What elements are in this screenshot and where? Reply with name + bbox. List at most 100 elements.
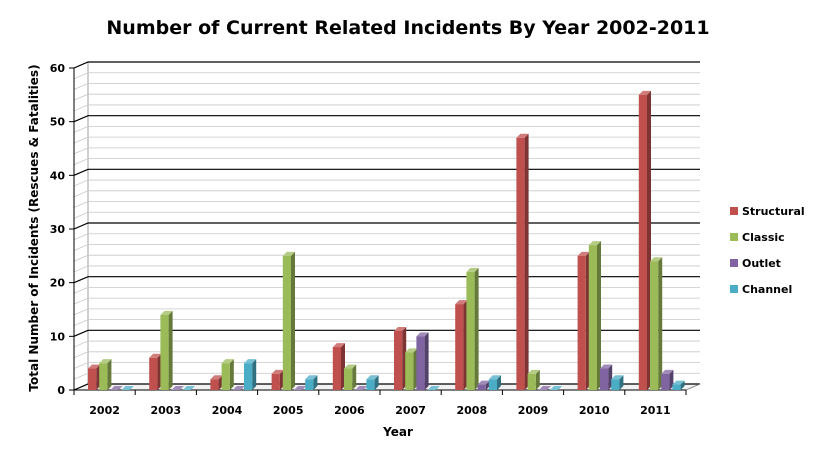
legend-swatch xyxy=(730,207,738,215)
x-axis-ticks: 2002 2003 2004 2005 2006 2007 2008 2009 2010 2011 xyxy=(73,390,687,417)
gridline-minor xyxy=(73,136,700,144)
bar-classic-2004 xyxy=(221,359,234,390)
y-tick-label: 20 xyxy=(50,277,66,290)
legend-swatch xyxy=(730,285,738,293)
bar-channel-2004 xyxy=(244,359,257,390)
gridline-minor xyxy=(73,319,700,326)
bar-classic-2002 xyxy=(99,359,112,390)
legend-item-outlet: Outlet xyxy=(730,257,781,270)
bars xyxy=(88,90,685,390)
bar-channel-2010 xyxy=(611,375,624,390)
legend-label: Classic xyxy=(742,231,785,244)
bar-outlet-2005 xyxy=(294,386,307,390)
bar-outlet-2007 xyxy=(416,332,429,390)
x-tick-label: 2005 xyxy=(273,404,304,417)
gridline-minor xyxy=(73,265,700,273)
bar-outlet-2009 xyxy=(538,386,551,390)
chart-title: Number of Current Related Incidents By Y… xyxy=(106,17,709,39)
gridline-minor xyxy=(73,93,700,101)
legend-label: Structural xyxy=(742,205,805,218)
gridline-minor xyxy=(73,72,700,80)
y-tick-label: 10 xyxy=(50,330,66,343)
y-axis-ticks: 0 10 20 30 40 50 60 xyxy=(50,62,74,397)
bar-outlet-2003 xyxy=(171,386,184,390)
bar-outlet-2002 xyxy=(110,386,123,390)
gridline-major xyxy=(73,61,700,69)
bar-structural-2006 xyxy=(332,343,345,390)
bar-structural-2009 xyxy=(516,133,529,390)
bar-channel-2011 xyxy=(672,380,685,390)
bar-classic-2011 xyxy=(650,257,663,390)
gridline-minor xyxy=(73,104,700,112)
gridline-minor xyxy=(73,254,700,262)
gridline-minor xyxy=(73,201,700,208)
legend-item-classic: Classic xyxy=(730,231,785,244)
bar-classic-2009 xyxy=(527,369,540,390)
y-tick-label: 0 xyxy=(57,384,65,397)
bar-structural-2005 xyxy=(271,369,284,390)
gridline-minor xyxy=(73,244,700,251)
bar-channel-2003 xyxy=(182,386,195,390)
bar-classic-2010 xyxy=(588,241,601,390)
gridline-major xyxy=(73,168,700,176)
x-tick-label: 2009 xyxy=(518,404,549,417)
y-tick-label: 30 xyxy=(50,223,66,236)
x-tick-label: 2008 xyxy=(456,404,487,417)
gridline-minor xyxy=(73,297,700,305)
bar-structural-2003 xyxy=(149,353,162,390)
x-tick-label: 2011 xyxy=(640,404,671,417)
bar-outlet-2006 xyxy=(355,386,368,390)
bar-classic-2006 xyxy=(344,364,357,390)
gridline-minor xyxy=(73,362,700,369)
bar-channel-2009 xyxy=(550,386,563,390)
gridline-minor xyxy=(73,147,700,155)
bar-classic-2007 xyxy=(405,348,418,390)
x-tick-label: 2006 xyxy=(334,404,365,417)
bar-channel-2007 xyxy=(427,386,440,390)
bar-classic-2003 xyxy=(160,310,173,390)
x-tick-label: 2010 xyxy=(579,404,610,417)
bar-outlet-2004 xyxy=(232,386,245,390)
y-tick-label: 50 xyxy=(50,116,66,129)
gridline-major xyxy=(73,222,700,230)
bar-structural-2010 xyxy=(577,251,590,390)
y-tick-label: 40 xyxy=(50,169,66,182)
legend-swatch xyxy=(730,259,738,267)
legend-item-structural: Structural xyxy=(730,205,805,218)
gridline-minor xyxy=(73,286,700,294)
x-tick-label: 2007 xyxy=(395,404,426,417)
gridline-minor xyxy=(73,211,700,219)
bar-channel-2005 xyxy=(305,375,318,390)
gridline-minor xyxy=(73,308,700,316)
legend-item-channel: Channel xyxy=(730,283,792,296)
bar-structural-2011 xyxy=(638,90,651,390)
bar-classic-2005 xyxy=(282,251,295,390)
legend-label: Outlet xyxy=(742,257,781,270)
bar-classic-2008 xyxy=(466,267,479,390)
gridline-minor xyxy=(73,179,700,187)
bar-channel-2006 xyxy=(366,375,379,390)
bar-outlet-2011 xyxy=(661,369,674,390)
y-tick-label: 60 xyxy=(50,62,66,75)
bar-structural-2004 xyxy=(210,375,223,390)
x-tick-label: 2002 xyxy=(89,404,120,417)
y-axis-label: Total Number of Incidents (Rescues & Fat… xyxy=(27,64,41,391)
bar-channel-2002 xyxy=(121,386,134,390)
gridline-minor xyxy=(73,351,700,359)
bar-structural-2008 xyxy=(455,300,468,390)
legend-label: Channel xyxy=(742,283,792,296)
bar-outlet-2010 xyxy=(600,364,613,390)
bar-structural-2007 xyxy=(394,326,407,390)
gridline-minor xyxy=(73,126,700,133)
bar-channel-2008 xyxy=(488,375,501,390)
x-tick-label: 2004 xyxy=(212,404,243,417)
x-axis-label: Year xyxy=(382,425,413,439)
gridline-minor xyxy=(73,233,700,241)
gridline-minor xyxy=(73,83,700,90)
gridline-minor xyxy=(73,340,700,348)
legend-swatch xyxy=(730,233,738,241)
legend: Structural Classic Outlet Channel xyxy=(730,205,805,296)
gridline-minor xyxy=(73,190,700,198)
gridline-major xyxy=(73,276,700,284)
